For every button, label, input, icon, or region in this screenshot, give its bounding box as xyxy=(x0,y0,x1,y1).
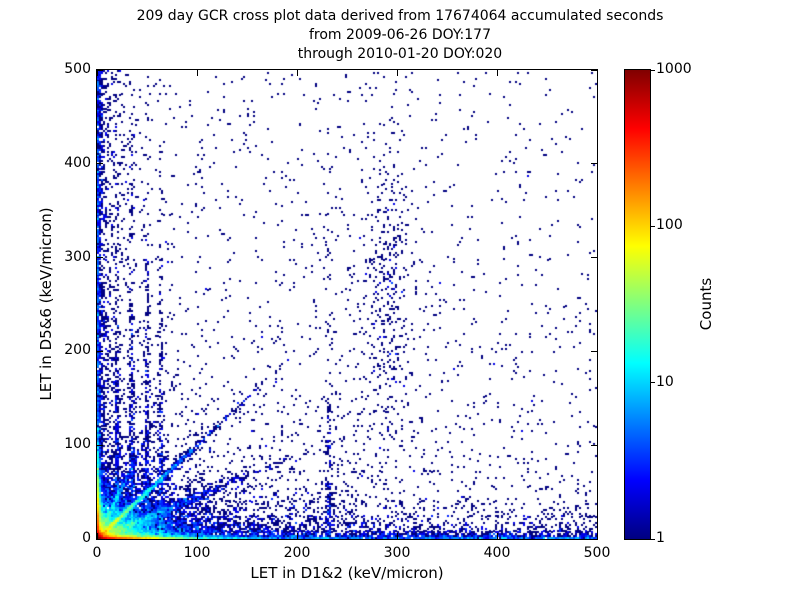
x-tick-label: 0 xyxy=(92,545,102,561)
y-tick-mark xyxy=(97,350,103,352)
colorbar-tick-label: 100 xyxy=(656,217,683,234)
x-tick-label: 200 xyxy=(283,545,311,561)
chart-title-block: 209 day GCR cross plot data derived from… xyxy=(0,7,800,64)
x-tick-mark xyxy=(96,533,98,539)
colorbar-tick-mark xyxy=(650,225,655,227)
x-tick-mark xyxy=(196,533,198,539)
x-tick-label: 300 xyxy=(383,545,411,561)
colorbar-label: Counts xyxy=(697,277,715,331)
chart-title-line-1: 209 day GCR cross plot data derived from… xyxy=(136,8,664,24)
x-tick-mark-top xyxy=(496,70,498,76)
y-tick-mark-right xyxy=(591,538,597,540)
plot-frame xyxy=(96,69,598,540)
colorbar-tick-mark xyxy=(650,538,655,540)
x-tick-label: 100 xyxy=(183,545,211,561)
colorbar-tick-mark xyxy=(650,69,655,71)
y-tick-label: 0 xyxy=(82,530,91,546)
y-tick-mark xyxy=(97,444,103,446)
y-tick-mark-right xyxy=(591,350,597,352)
x-axis-label: LET in D1&2 (keV/micron) xyxy=(250,564,444,582)
y-tick-label: 300 xyxy=(64,248,91,265)
colorbar-gradient xyxy=(625,70,650,539)
x-tick-mark xyxy=(496,533,498,539)
scatter-heatmap-canvas xyxy=(97,70,597,539)
y-tick-mark-right xyxy=(591,163,597,165)
x-tick-mark-top xyxy=(596,70,598,76)
x-tick-mark-top xyxy=(296,70,298,76)
y-tick-mark xyxy=(97,538,103,540)
y-tick-mark xyxy=(97,69,103,71)
y-tick-mark-right xyxy=(591,444,597,446)
chart-title-line-3: through 2010-01-20 DOY:020 xyxy=(297,46,503,62)
x-tick-mark xyxy=(296,533,298,539)
colorbar-tick-mark xyxy=(650,382,655,384)
x-tick-mark xyxy=(396,533,398,539)
x-tick-mark-top xyxy=(396,70,398,76)
x-tick-mark xyxy=(596,533,598,539)
colorbar-tick-label: 1 xyxy=(656,530,665,546)
y-tick-mark xyxy=(97,257,103,259)
y-tick-label: 400 xyxy=(64,154,91,171)
y-tick-label: 500 xyxy=(64,61,91,77)
colorbar-tick-label: 1000 xyxy=(656,61,692,77)
y-tick-mark-right xyxy=(591,69,597,71)
colorbar xyxy=(624,69,651,540)
x-tick-mark-top xyxy=(196,70,198,76)
x-tick-label: 400 xyxy=(483,545,511,561)
y-axis-label: LET in D5&6 (keV/micron) xyxy=(37,207,55,401)
y-tick-label: 200 xyxy=(64,342,91,359)
x-tick-mark-top xyxy=(96,70,98,76)
colorbar-tick-label: 10 xyxy=(656,373,674,390)
y-tick-label: 100 xyxy=(64,436,91,453)
chart-title-line-2: from 2009-06-26 DOY:177 xyxy=(308,27,491,43)
y-tick-mark xyxy=(97,163,103,165)
x-tick-label: 500 xyxy=(583,545,611,561)
y-tick-mark-right xyxy=(591,257,597,259)
